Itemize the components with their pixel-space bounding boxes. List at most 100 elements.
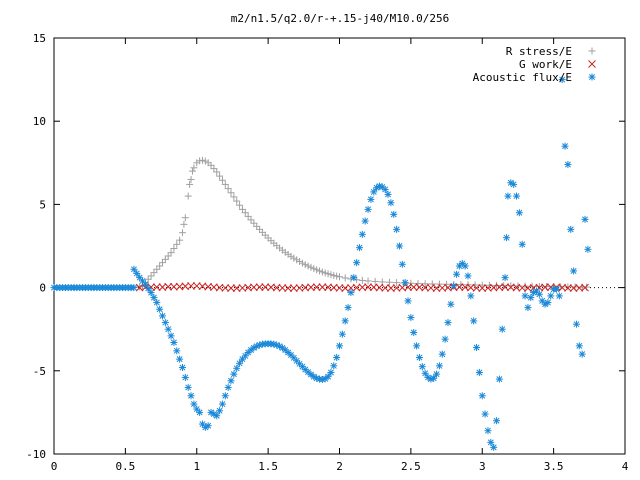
data-point <box>352 283 361 292</box>
data-point <box>310 265 318 273</box>
data-point <box>230 370 238 378</box>
data-point <box>561 142 569 150</box>
data-point <box>164 282 173 291</box>
data-point <box>464 272 472 280</box>
series-layer <box>50 76 592 451</box>
data-point <box>358 283 367 292</box>
x-tick-label: 3.5 <box>544 460 564 473</box>
data-point <box>555 292 563 300</box>
data-point <box>415 283 424 292</box>
data-point <box>150 269 158 277</box>
data-point <box>201 157 209 165</box>
data-point <box>478 392 486 400</box>
data-point <box>475 368 483 376</box>
data-point <box>216 407 224 415</box>
data-point <box>227 189 235 197</box>
data-point <box>181 214 189 222</box>
data-point <box>144 275 152 283</box>
data-point <box>441 335 449 343</box>
legend-label: R stress/E <box>506 45 572 58</box>
data-point <box>147 272 155 280</box>
data-point <box>153 265 161 273</box>
data-point <box>253 222 261 230</box>
data-point <box>216 172 224 180</box>
legend-marker <box>588 73 596 81</box>
data-point <box>158 283 167 291</box>
data-point <box>393 279 401 287</box>
data-point <box>312 283 321 291</box>
data-point <box>503 234 511 242</box>
data-point <box>512 283 521 292</box>
data-point <box>524 304 532 312</box>
y-tick-label: 10 <box>33 115 46 128</box>
data-point <box>327 368 335 376</box>
data-point <box>318 283 327 291</box>
data-point <box>181 373 189 381</box>
data-point <box>249 283 258 292</box>
data-point <box>564 160 572 168</box>
data-point <box>236 201 244 209</box>
x-tick-label: 2.5 <box>401 460 421 473</box>
data-point <box>218 176 226 184</box>
data-point <box>204 282 213 291</box>
data-point <box>218 400 226 408</box>
data-point <box>487 438 495 446</box>
data-point <box>521 282 529 290</box>
data-point <box>467 292 475 300</box>
data-point <box>284 284 292 292</box>
data-point <box>432 284 441 292</box>
data-point <box>153 299 161 307</box>
data-point <box>156 262 164 270</box>
data-point <box>133 269 141 277</box>
data-point <box>364 277 372 285</box>
data-point <box>470 317 478 325</box>
data-point <box>152 283 161 291</box>
data-point <box>289 284 298 292</box>
series-2 <box>50 76 592 451</box>
data-point <box>367 195 375 203</box>
data-point <box>473 344 481 352</box>
legend-marker <box>588 47 596 55</box>
data-point <box>324 283 332 292</box>
data-point <box>355 244 363 252</box>
data-point <box>290 254 298 262</box>
x-tick-label: 1 <box>193 460 200 473</box>
data-point <box>381 185 389 193</box>
data-point <box>187 392 195 400</box>
data-point <box>484 427 492 435</box>
data-point <box>136 283 144 291</box>
x-tick-label: 0.5 <box>115 460 135 473</box>
data-point <box>198 156 206 164</box>
data-point <box>581 215 589 223</box>
data-point <box>307 283 315 292</box>
data-point <box>335 284 344 292</box>
data-point <box>384 190 392 198</box>
data-point <box>167 332 175 340</box>
data-point <box>324 373 332 381</box>
x-tick-label: 4 <box>622 460 629 473</box>
data-point <box>455 283 464 291</box>
data-point <box>207 161 215 169</box>
data-point <box>581 283 589 292</box>
data-point <box>361 217 369 225</box>
data-point <box>170 244 178 252</box>
data-point <box>221 180 229 188</box>
data-point <box>353 259 361 267</box>
data-point <box>435 280 443 288</box>
data-point <box>272 283 281 292</box>
data-point <box>567 225 575 233</box>
data-point <box>278 284 287 292</box>
data-point <box>167 249 175 257</box>
data-point <box>552 285 560 293</box>
data-point <box>201 423 209 431</box>
x-tick-label: 3 <box>479 460 486 473</box>
series-1 <box>135 282 589 292</box>
data-point <box>370 188 378 196</box>
data-point <box>330 271 338 279</box>
data-point <box>518 240 526 248</box>
data-point <box>267 283 275 292</box>
data-point <box>158 259 166 267</box>
data-point <box>161 319 169 327</box>
data-point <box>430 374 438 382</box>
data-point <box>564 283 572 291</box>
